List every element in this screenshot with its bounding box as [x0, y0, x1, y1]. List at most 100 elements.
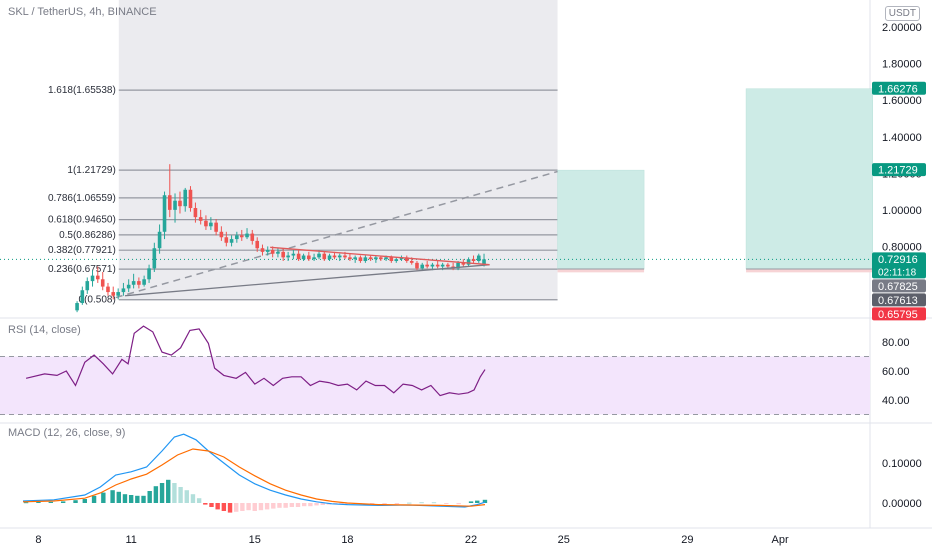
candle-body	[131, 281, 136, 285]
macd-tick-label: 0.10000	[882, 458, 922, 470]
candle-down	[348, 253, 352, 262]
time-tick-label: 22	[465, 534, 477, 546]
candle-body	[111, 292, 116, 296]
candle-body	[312, 257, 316, 260]
candle-body	[137, 281, 141, 285]
macd-histogram-bar	[283, 503, 288, 508]
macd-histogram-bar	[308, 503, 313, 507]
candle-body	[476, 255, 481, 262]
candle-body	[265, 250, 270, 252]
candle-body	[121, 288, 126, 293]
candle-body	[286, 255, 290, 258]
macd-histogram-bar	[419, 502, 424, 504]
candle-body	[183, 189, 188, 207]
candle-body	[296, 253, 301, 260]
candle-down	[255, 237, 260, 252]
candle-down	[425, 261, 429, 269]
macd-histogram-bar	[209, 503, 214, 507]
candle-down	[193, 202, 198, 223]
candle-down	[404, 255, 409, 263]
candle-body	[353, 257, 357, 260]
price-badge-label: 0.72916	[878, 254, 918, 266]
macd-tick-label: 0.00000	[882, 498, 922, 510]
macd-histogram-bar	[196, 498, 202, 503]
fib-level-label: 0(0.508)	[79, 295, 116, 306]
macd-histogram-bar	[301, 503, 307, 507]
candle-body	[409, 261, 414, 263]
candle-body	[250, 233, 255, 241]
macd-histogram-bar	[91, 495, 97, 503]
candle-body	[368, 257, 373, 260]
price-badge-label: 0.65795	[878, 309, 918, 321]
candle-down	[224, 231, 229, 247]
time-tick-label: 15	[249, 534, 261, 546]
candle-up	[374, 255, 378, 263]
candle-down	[415, 261, 419, 271]
rsi-tick-label: 60.00	[882, 366, 910, 378]
price-badge: 0.67613	[872, 293, 926, 307]
candle-up	[245, 228, 249, 240]
candle-body	[85, 281, 90, 291]
candle-down	[188, 186, 193, 212]
macd-histogram-bar	[215, 503, 220, 510]
currency-button[interactable]: USDT	[884, 6, 920, 21]
macd-histogram-bar	[141, 495, 146, 503]
price-tick-label: 1.80000	[882, 59, 922, 71]
support-trendline	[124, 264, 490, 297]
fib-retracement-area	[118, 0, 558, 300]
candle-body	[188, 189, 193, 209]
price-badge-label: 1.66276	[878, 83, 918, 95]
candle-body	[106, 286, 110, 293]
candle-body	[152, 248, 157, 269]
candle-body	[162, 195, 167, 232]
macd-histogram-bar	[73, 500, 78, 503]
candle-up	[276, 248, 280, 258]
macd-histogram-bar	[23, 502, 29, 504]
price-badge: 1.21729	[872, 163, 926, 177]
price-badge-label: 0.67613	[878, 295, 918, 307]
candle-up	[420, 262, 425, 271]
candle-body	[204, 220, 208, 227]
candle-body	[440, 264, 445, 267]
macd-histogram-bar	[289, 503, 295, 507]
macd-histogram-bar	[128, 495, 134, 503]
candle-up	[394, 257, 399, 263]
macd-histogram-bar	[172, 483, 177, 503]
price-badge-bg	[872, 252, 926, 279]
time-tick-label: 18	[341, 534, 353, 546]
candle-body	[415, 262, 419, 269]
macd-histogram-bar	[240, 503, 245, 511]
fib-level-label: 0.236(0.67571)	[48, 264, 116, 275]
macd-histogram-bar	[166, 479, 171, 503]
candle-body	[214, 222, 218, 232]
candle-body	[116, 292, 120, 296]
fib-level-label: 1(1.21729)	[67, 165, 115, 176]
price-tick-label: 0.80000	[882, 241, 922, 253]
candle-up	[337, 253, 342, 262]
candle-body	[348, 257, 352, 260]
candle-down	[332, 251, 337, 260]
candle-up	[142, 275, 146, 287]
candle-body	[332, 255, 337, 258]
candle-body	[229, 239, 234, 243]
candle-body	[281, 251, 285, 258]
fib-level-label: 0.618(0.94650)	[48, 215, 116, 226]
candle-body	[307, 255, 311, 260]
candle-down	[281, 248, 285, 262]
candle-body	[461, 262, 466, 265]
macd-histogram-bar	[339, 503, 344, 504]
macd-histogram-bar	[295, 503, 301, 507]
price-tick-label: 2.00000	[882, 22, 922, 34]
candle-down	[111, 286, 116, 300]
candle-up	[209, 217, 213, 230]
candle-body	[384, 257, 388, 260]
candle-body	[235, 235, 239, 240]
macd-histogram-bar	[456, 503, 461, 505]
macd-histogram-bar	[369, 503, 375, 504]
profit-zone	[557, 169, 645, 270]
candle-body	[260, 248, 265, 252]
macd-title: MACD (12, 26, close, 9)	[8, 427, 126, 439]
macd-histogram-bar	[252, 503, 257, 511]
time-tick-label: 11	[125, 534, 136, 546]
